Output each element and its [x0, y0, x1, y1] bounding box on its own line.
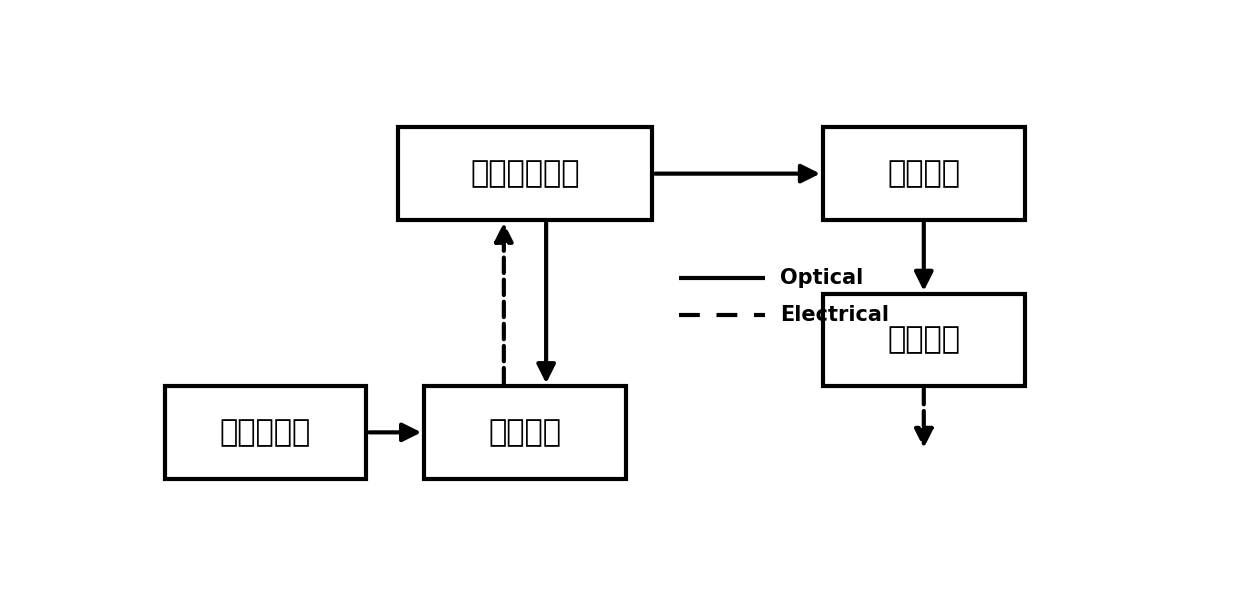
- Text: 系统输出: 系统输出: [888, 325, 960, 355]
- Text: 光纤激光环路: 光纤激光环路: [470, 159, 580, 188]
- FancyBboxPatch shape: [823, 294, 1024, 386]
- FancyBboxPatch shape: [823, 127, 1024, 220]
- Text: Optical: Optical: [780, 268, 863, 287]
- FancyBboxPatch shape: [398, 127, 652, 220]
- FancyBboxPatch shape: [165, 386, 367, 479]
- Text: 锁相环回路: 锁相环回路: [219, 418, 311, 447]
- FancyBboxPatch shape: [424, 386, 626, 479]
- Text: Electrical: Electrical: [780, 305, 889, 325]
- Text: 倍频环路: 倍频环路: [888, 159, 960, 188]
- Text: 振荡环路: 振荡环路: [489, 418, 562, 447]
